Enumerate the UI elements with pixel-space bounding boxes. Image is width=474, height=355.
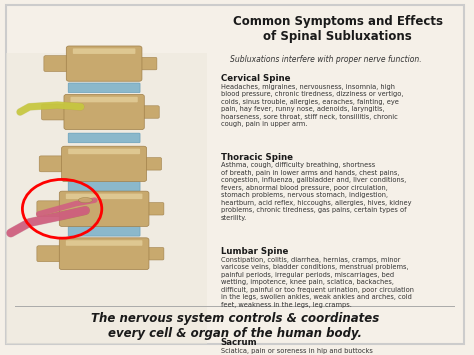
FancyBboxPatch shape [39, 156, 69, 172]
FancyBboxPatch shape [68, 133, 140, 143]
FancyBboxPatch shape [37, 246, 66, 262]
FancyBboxPatch shape [68, 149, 140, 154]
FancyBboxPatch shape [66, 240, 142, 246]
Text: Cervical Spine: Cervical Spine [221, 74, 291, 83]
FancyBboxPatch shape [42, 104, 71, 120]
Text: Sciatica, pain or soreness in hip and buttocks: Sciatica, pain or soreness in hip and bu… [221, 348, 373, 354]
Text: Asthma, cough, difficulty breathing, shortness
of breath, pain in lower arms and: Asthma, cough, difficulty breathing, sho… [221, 163, 411, 221]
FancyBboxPatch shape [138, 106, 159, 118]
FancyBboxPatch shape [142, 247, 164, 260]
Text: Common Symptoms and Effects
of Spinal Subluxations: Common Symptoms and Effects of Spinal Su… [233, 15, 443, 43]
FancyBboxPatch shape [140, 158, 162, 170]
FancyBboxPatch shape [37, 201, 66, 217]
FancyBboxPatch shape [44, 56, 73, 72]
FancyBboxPatch shape [71, 97, 138, 102]
FancyBboxPatch shape [68, 181, 140, 191]
FancyBboxPatch shape [59, 238, 149, 270]
FancyBboxPatch shape [142, 203, 164, 215]
FancyBboxPatch shape [62, 146, 146, 181]
FancyBboxPatch shape [68, 83, 140, 93]
Text: Constipation, colitis, diarrhea, hernias, cramps, minor
varicose veins, bladder : Constipation, colitis, diarrhea, hernias… [221, 257, 414, 308]
Text: Sacrum: Sacrum [221, 338, 257, 347]
Text: Thoracic Spine: Thoracic Spine [221, 153, 293, 162]
Text: The nervous system controls & coordinates
every cell & organ of the human body.: The nervous system controls & coordinate… [91, 312, 379, 340]
Text: Lumbar Spine: Lumbar Spine [221, 247, 288, 256]
FancyBboxPatch shape [66, 46, 142, 81]
FancyBboxPatch shape [66, 193, 142, 199]
Ellipse shape [78, 198, 92, 203]
FancyBboxPatch shape [68, 226, 140, 236]
FancyBboxPatch shape [6, 53, 207, 344]
Text: Subluxations interfere with proper nerve function.: Subluxations interfere with proper nerve… [230, 55, 422, 64]
FancyBboxPatch shape [64, 94, 144, 130]
Text: Headaches, migraines, nervousness, insomnia, high
blood pressure, chronic tiredn: Headaches, migraines, nervousness, insom… [221, 84, 403, 127]
FancyBboxPatch shape [73, 48, 136, 54]
FancyBboxPatch shape [59, 191, 149, 226]
FancyBboxPatch shape [136, 58, 157, 70]
